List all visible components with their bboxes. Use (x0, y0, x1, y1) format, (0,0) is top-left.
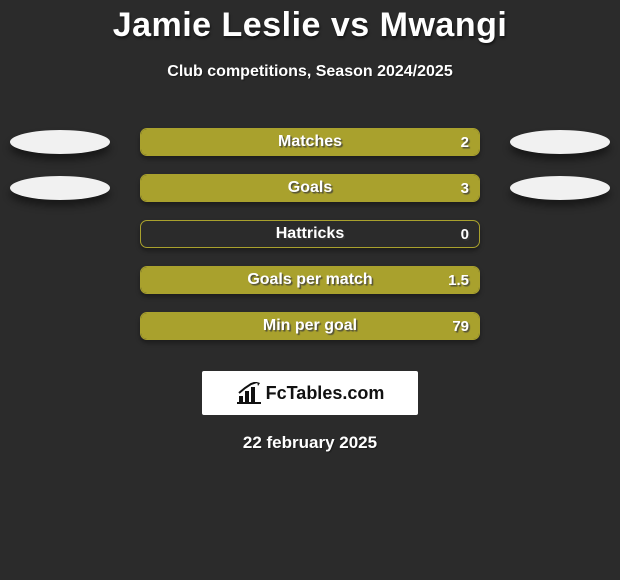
stat-row: Goals3 (0, 165, 620, 211)
brand-text: FcTables.com (266, 383, 385, 404)
player-left-oval (10, 176, 110, 200)
brand-badge: FcTables.com (202, 371, 418, 415)
comparison-card: Jamie Leslie vs Mwangi Club competitions… (0, 0, 620, 580)
stat-row: Hattricks0 (0, 211, 620, 257)
stat-bar: Min per goal79 (140, 312, 480, 340)
bar-chart-icon (236, 382, 262, 404)
stat-bar: Goals3 (140, 174, 480, 202)
player-right-oval (510, 130, 610, 154)
stat-bar-fill (141, 313, 479, 339)
stat-row: Matches2 (0, 119, 620, 165)
stat-bar-fill (141, 175, 479, 201)
player-left-oval (10, 130, 110, 154)
stat-bar-fill (141, 267, 479, 293)
stats-rows: Matches2 Goals3 Hattricks0 Goals per match1… (0, 119, 620, 349)
stat-bar: Matches2 (140, 128, 480, 156)
stat-label: Hattricks (141, 221, 479, 247)
stat-row: Goals per match1.5 (0, 257, 620, 303)
snapshot-date: 22 february 2025 (0, 433, 620, 453)
stat-value: 0 (461, 221, 469, 247)
stat-bar: Goals per match1.5 (140, 266, 480, 294)
player-right-oval (510, 176, 610, 200)
subtitle: Club competitions, Season 2024/2025 (0, 63, 620, 81)
page-title: Jamie Leslie vs Mwangi (0, 0, 620, 45)
stat-bar: Hattricks0 (140, 220, 480, 248)
stat-bar-fill (141, 129, 479, 155)
stat-row: Min per goal79 (0, 303, 620, 349)
